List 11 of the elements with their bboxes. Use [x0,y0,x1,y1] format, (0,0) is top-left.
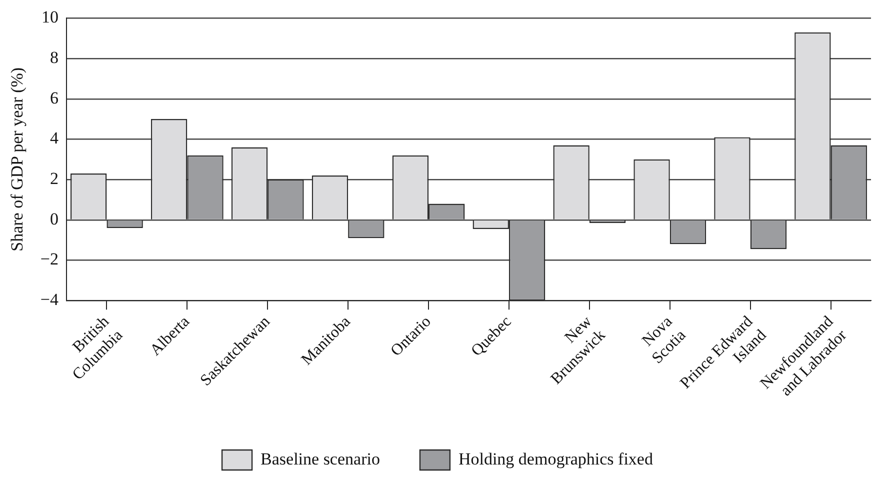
y-tick-label: 8 [50,48,58,68]
y-tick-label: 6 [50,88,58,108]
y-tick-label: 10 [41,8,58,27]
y-tick-label: −4 [40,290,59,310]
legend-label: Baseline scenario [260,449,380,468]
legend-label: Holding demographics fixed [458,449,654,468]
y-tick-label: 4 [50,128,59,148]
y-tick-label: 0 [50,209,58,228]
y-axis-title: Share of GDP per year (%) [8,67,27,252]
y-tick-label: 2 [50,169,58,188]
y-tick-label: −2 [40,250,58,269]
